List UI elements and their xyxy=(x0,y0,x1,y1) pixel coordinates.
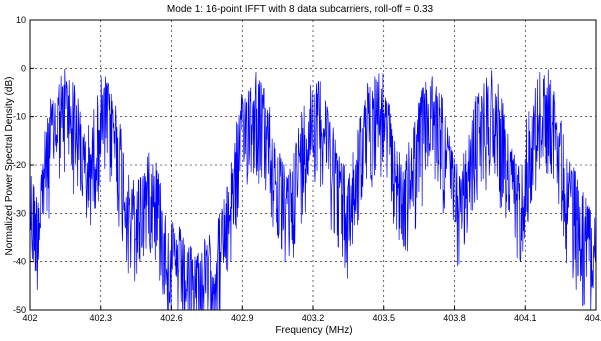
x-tick-label: 403.8 xyxy=(443,313,466,323)
chart-title: Mode 1: 16-point IFFT with 8 data subcar… xyxy=(167,4,434,15)
y-tick-label: -50 xyxy=(13,305,26,315)
x-axis-label: Frequency (MHz) xyxy=(275,325,352,336)
x-tick-label: 403.2 xyxy=(302,313,325,323)
x-tick-label: 404.1 xyxy=(514,313,537,323)
y-tick-label: -10 xyxy=(13,112,26,122)
plot-area: 402 402.3 402.6 402.9 403.2 403.5 403.8 404.1 40… xyxy=(13,15,601,323)
x-tick-label: 402.9 xyxy=(231,313,254,323)
x-tick-label: 402.6 xyxy=(160,313,183,323)
x-tick-label: 402.3 xyxy=(89,313,112,323)
y-tick-label: 0 xyxy=(21,63,26,73)
x-tick-label: 404.4 xyxy=(585,313,601,323)
x-tick-label: 403.5 xyxy=(372,313,395,323)
x-tick-label: 402 xyxy=(22,313,37,323)
y-tick-label: -20 xyxy=(13,160,26,170)
y-tick-label: -40 xyxy=(13,257,26,267)
y-axis-label: Normalized Power Spectral Density (dB) xyxy=(4,77,15,256)
y-tick-label: 10 xyxy=(16,15,26,25)
psd-series-line xyxy=(30,69,596,310)
y-tick-label: -30 xyxy=(13,208,26,218)
